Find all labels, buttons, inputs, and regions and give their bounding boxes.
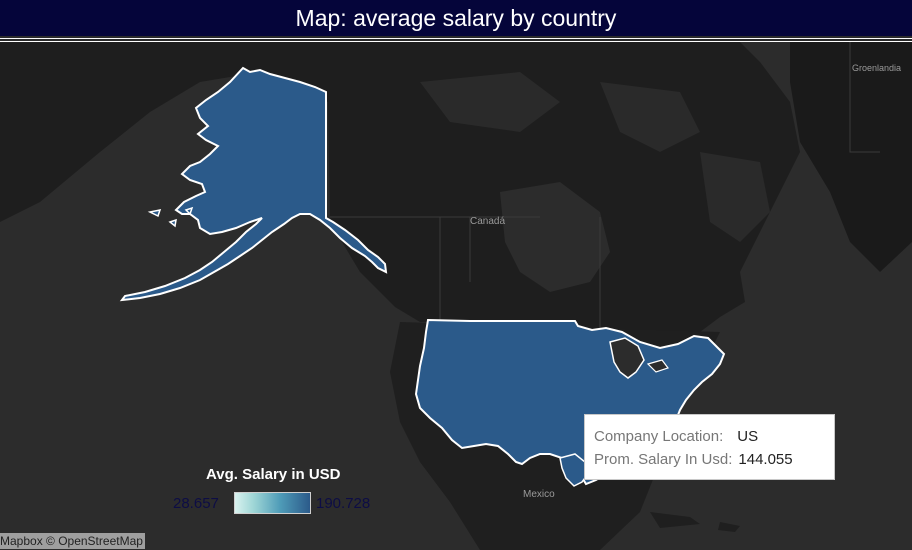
legend-max-label: 190.728 — [316, 495, 371, 512]
lake-erie — [646, 359, 669, 373]
legend-title: Avg. Salary in USD — [206, 466, 341, 483]
land-greenland — [790, 42, 912, 272]
water-baffin — [700, 152, 770, 242]
legend-color-ramp — [234, 492, 311, 514]
tooltip-value-salary: 144.055 — [738, 451, 793, 468]
page-title-bar: Map: average salary by country — [0, 0, 912, 36]
water-hudson-bay — [500, 182, 610, 292]
land-caribbean-2 — [718, 522, 740, 532]
tooltip-value-location: US — [737, 428, 759, 445]
water-arctic-1 — [420, 72, 560, 132]
basemap — [0, 42, 912, 550]
water-arctic-2 — [600, 82, 700, 152]
land-caribbean — [650, 512, 700, 528]
alaska-islands — [147, 206, 194, 228]
label-mexico: Mexico — [523, 489, 555, 500]
label-greenland: Groenlandia — [852, 63, 902, 73]
legend-min-label: 28.657 — [173, 495, 219, 512]
tooltip-key-location: Company Location: — [594, 428, 724, 445]
map-tooltip: Company Location: US Prom. Salary In Usd… — [584, 414, 835, 480]
label-canada: Canadá — [470, 216, 506, 227]
tooltip-row-salary: Prom. Salary In Usd: 144.055 — [594, 448, 834, 471]
admin-borders — [330, 42, 880, 342]
tooltip-row-location: Company Location: US — [594, 425, 834, 448]
map-attribution[interactable]: Mapbox © OpenStreetMap — [0, 533, 145, 549]
alaska-shape — [119, 66, 388, 302]
great-lakes — [609, 337, 645, 379]
tooltip-key-salary: Prom. Salary In Usd: — [594, 451, 733, 468]
title-divider — [0, 38, 912, 39]
florida-shape — [559, 453, 589, 487]
title-divider-lower — [0, 41, 912, 42]
page-title: Map: average salary by country — [295, 4, 617, 31]
